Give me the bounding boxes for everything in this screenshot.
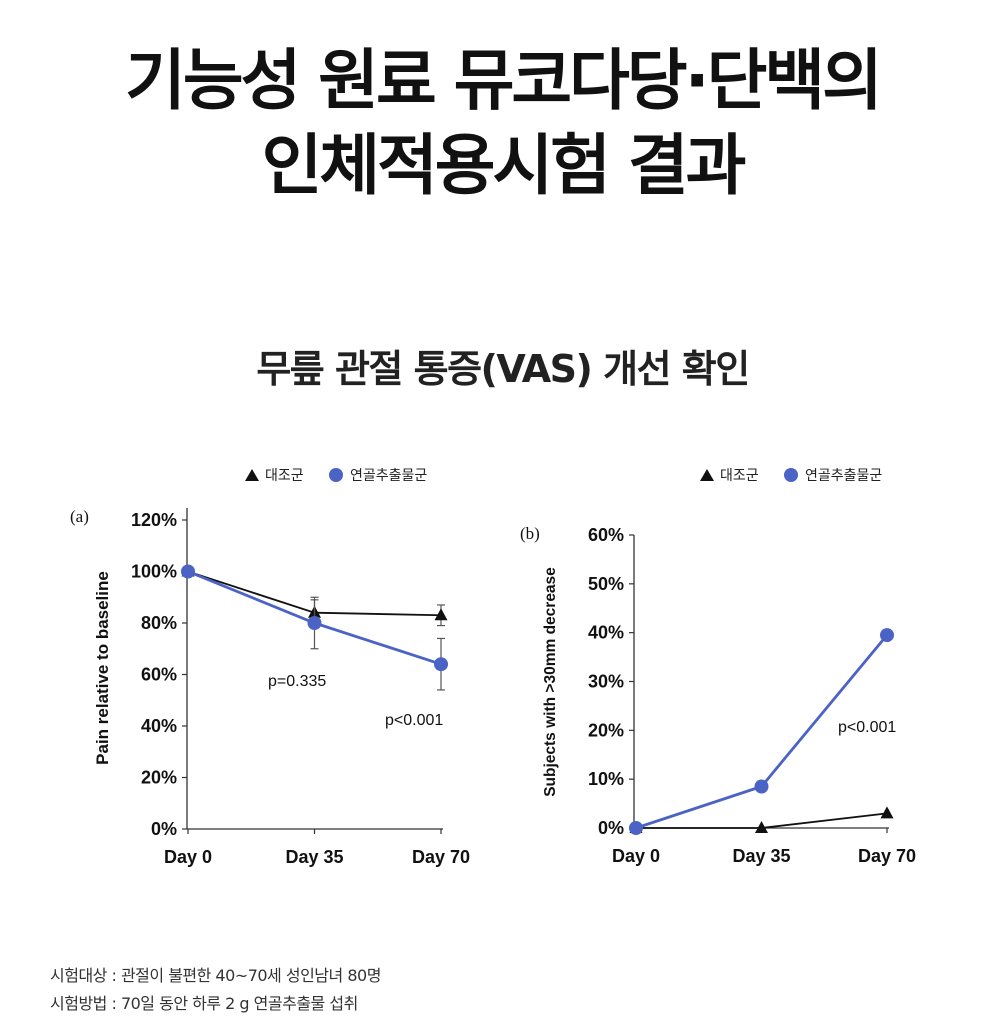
annotation-a-p1: p=0.335: [268, 673, 326, 690]
b-point-treatment: [629, 821, 643, 835]
b-ytick-label: 60%: [588, 525, 624, 545]
panel-a-tag: (a): [70, 507, 89, 526]
b-xtick-label: Day 70: [858, 846, 916, 866]
legend-a-control-marker: [245, 469, 259, 481]
panel-b-tag: (b): [520, 524, 540, 543]
b-ytick-label: 0%: [598, 818, 624, 838]
b-ytick-label: 50%: [588, 574, 624, 594]
study-method-note: 시험방법 : 70일 동안 하루 2 g 연골추출물 섭취: [50, 994, 358, 1013]
b-ytick-label: 20%: [588, 720, 624, 740]
a-ytick-label: 80%: [141, 613, 177, 633]
legend-a-control-label: 대조군: [265, 468, 304, 484]
a-point-treatment: [434, 657, 448, 672]
a-ytick-label: 100%: [131, 562, 177, 582]
y-axis-a-label: Pain relative to baseline: [93, 571, 112, 765]
legend-b-control-label: 대조군: [720, 468, 759, 484]
a-point-treatment: [181, 564, 195, 579]
b-point-treatment: [880, 628, 894, 643]
legend-b-control-marker: [700, 469, 714, 481]
charts-figure: 대조군 연골추출물군 (a) 0% 20% 40% 60% 80% 100% 120% Da…: [70, 468, 916, 867]
b-point-treatment: [754, 779, 769, 794]
a-xtick-label: Day 0: [164, 847, 212, 867]
study-subjects-note: 시험대상 : 관절이 불편한 40~70세 성인남녀 80명: [50, 966, 381, 985]
chart-subtitle: 무릎 관절 통증(VAS) 개선 확인: [256, 347, 750, 391]
legend-a-treatment-label: 연골추출물군: [350, 468, 427, 484]
b-ytick-label: 40%: [588, 623, 624, 643]
annotation-b-p1: p<0.001: [838, 719, 896, 736]
b-ytick-label: 10%: [588, 769, 624, 789]
b-ytick-label: 30%: [588, 672, 624, 692]
b-point-control: [880, 806, 894, 819]
legend-a-treatment-marker: [329, 468, 343, 482]
a-xtick-label: Day 35: [285, 847, 343, 867]
b-point-control: [755, 821, 768, 833]
a-xtick-label: Day 70: [412, 847, 470, 867]
annotation-a-p2: p<0.001: [385, 712, 443, 729]
panel-a: 대조군 연골추출물군 (a) 0% 20% 40% 60% 80% 100% 120% Da…: [70, 468, 470, 867]
legend-b-treatment-marker: [784, 468, 798, 482]
panel-b: 대조군 연골추출물군 (b) 0% 10% 20% 30% 40% 50% 60% Day …: [520, 468, 916, 866]
a-ytick-label: 60%: [141, 665, 177, 685]
heading-line-2: 인체적용시험 결과: [261, 127, 747, 204]
a-ytick-label: 0%: [151, 819, 177, 839]
a-ytick-label: 120%: [131, 510, 177, 530]
legend-b-treatment-label: 연골추출물군: [805, 468, 882, 484]
heading-line-1: 기능성 원료 뮤코다당·단백의: [125, 42, 883, 119]
b-xtick-label: Day 0: [612, 846, 660, 866]
y-axis-b-label: Subjects with >30mm decrease: [542, 567, 559, 797]
a-ytick-label: 40%: [141, 716, 177, 736]
a-point-control: [434, 608, 448, 621]
a-point-treatment: [307, 616, 322, 630]
a-ytick-label: 20%: [141, 768, 177, 788]
b-xtick-label: Day 35: [732, 846, 790, 866]
